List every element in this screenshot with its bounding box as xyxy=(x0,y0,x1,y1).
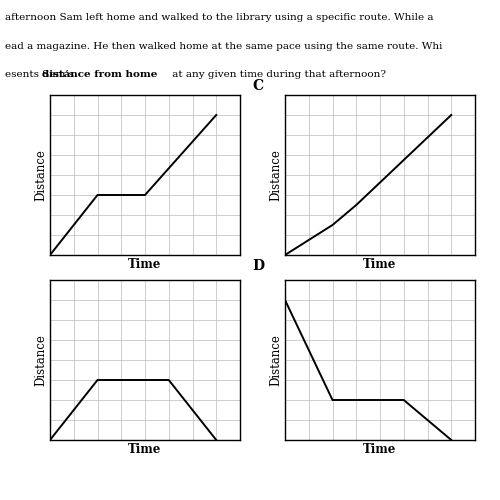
Text: 30: 30 xyxy=(459,481,476,494)
X-axis label: Time: Time xyxy=(128,258,162,271)
X-axis label: Time: Time xyxy=(128,443,162,456)
Y-axis label: Distance: Distance xyxy=(34,149,47,201)
Y-axis label: Distance: Distance xyxy=(269,149,282,201)
Text: at any given time during that afternoon?: at any given time during that afternoon? xyxy=(169,70,386,78)
Text: ead a magazine. He then walked home at the same pace using the same route. Whi: ead a magazine. He then walked home at t… xyxy=(5,42,442,50)
Y-axis label: Distance: Distance xyxy=(34,334,47,386)
Text: D: D xyxy=(252,258,264,272)
Y-axis label: Distance: Distance xyxy=(269,334,282,386)
X-axis label: Time: Time xyxy=(364,258,396,271)
X-axis label: Time: Time xyxy=(364,443,396,456)
Text: esents Sam’s: esents Sam’s xyxy=(5,70,77,78)
Text: distance from home: distance from home xyxy=(42,70,158,78)
Text: afternoon Sam left home and walked to the library using a specific route. While : afternoon Sam left home and walked to th… xyxy=(5,14,434,22)
Text: C: C xyxy=(252,78,264,92)
